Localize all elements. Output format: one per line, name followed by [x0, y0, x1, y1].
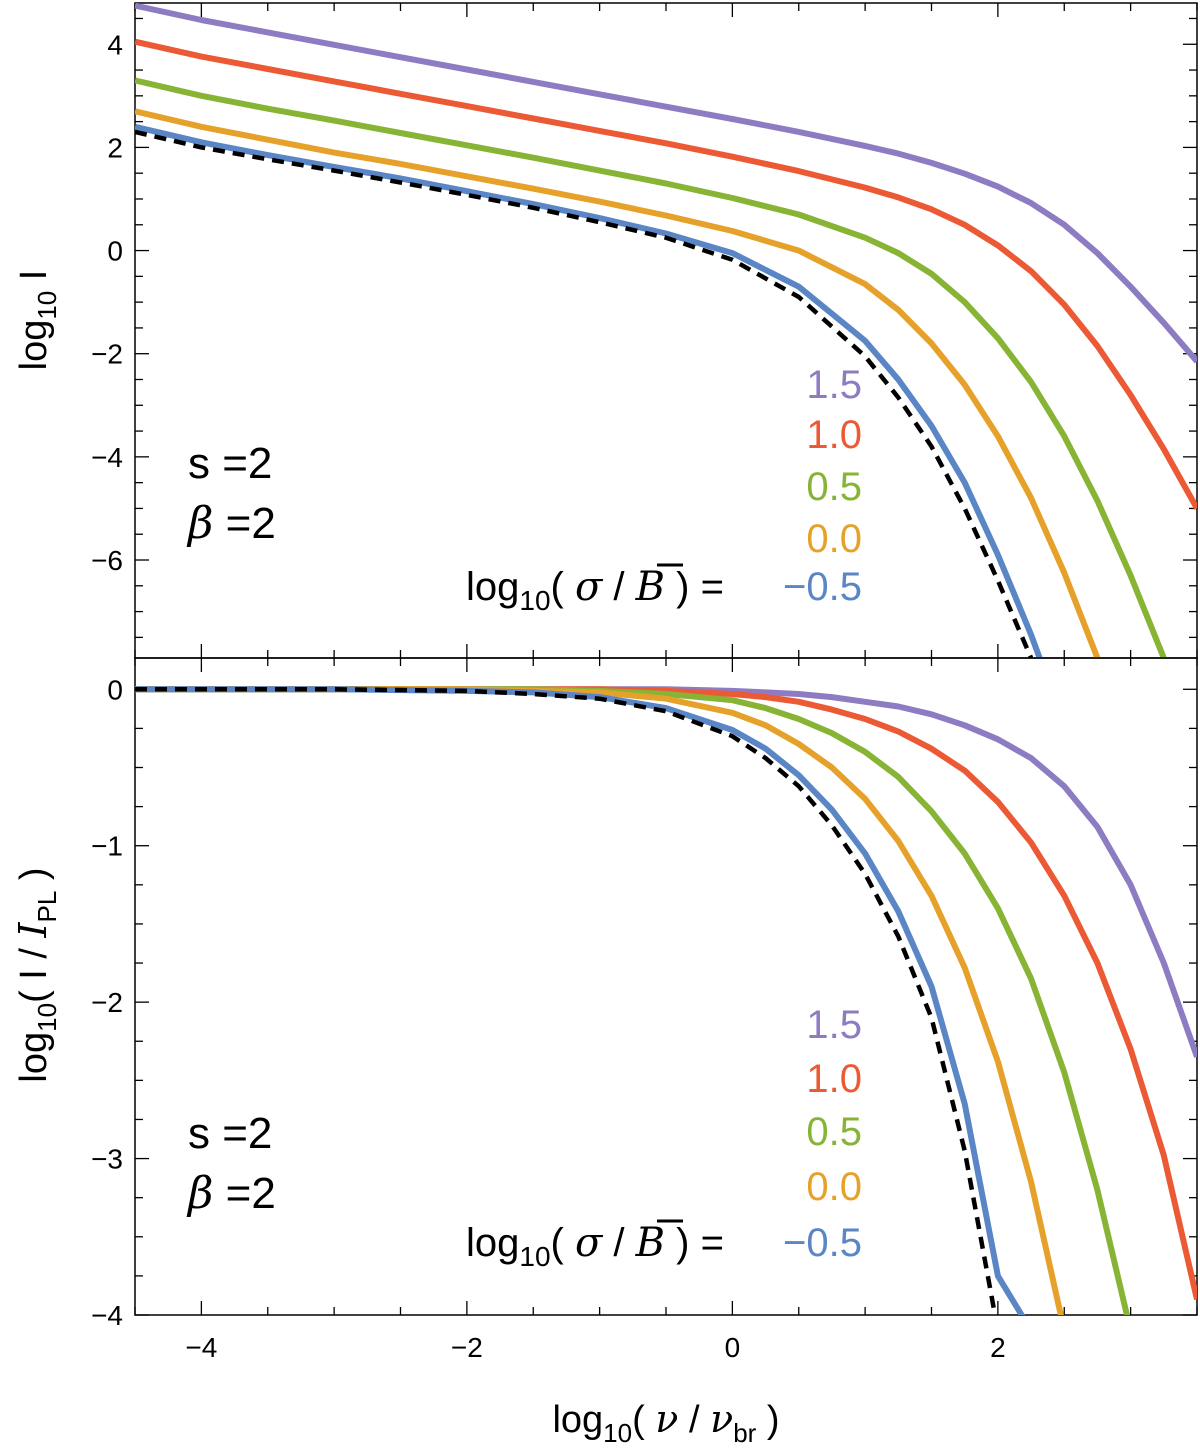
legend-bottom-value-1.0: 1.0	[806, 1057, 862, 1101]
panel-bottom: −4 −2 0 2 0 −1 −2 −3 −4 log10( I / IPL ) s =2 β …	[11, 657, 1198, 1448]
top-ticks: 4 2 0 −2 −4 −6	[91, 3, 1198, 658]
top-series-1.5	[135, 3, 1197, 364]
top-y-tick-label: 2	[107, 132, 123, 163]
legend-bottom: 1.5 1.0 0.5 0.0 log10( σ / B ) = −0.5	[466, 1003, 862, 1272]
x-axis-label: log10( ν / νbr )	[552, 1397, 779, 1448]
bottom-x-tick-label: −4	[185, 1332, 217, 1363]
legend-bottom-value-1.5: 1.5	[806, 1003, 862, 1047]
bottom-x-tick-label: 2	[990, 1332, 1006, 1363]
top-y-tick-label: 0	[107, 236, 123, 267]
legend-top-prefix: log10( σ / B ) =	[466, 564, 724, 616]
bottom-y-tick-label: −1	[91, 831, 123, 862]
top-series-0.5	[135, 77, 1167, 658]
bottom-y-axis-label: log10( I / IPL )	[11, 867, 62, 1082]
legend-top-value-0.5: 0.5	[806, 465, 862, 509]
bottom-ticks: −4 −2 0 2 0 −1 −2 −3 −4	[91, 658, 1198, 1363]
bottom-series-dashed-reference	[135, 687, 998, 1315]
top-y-tick-label: −4	[91, 442, 123, 473]
top-y-tick-label: −6	[91, 545, 123, 576]
top-beta-parameter: β =2	[186, 498, 276, 549]
legend-bottom-value-0.0: 0.0	[806, 1165, 862, 1209]
bottom-s-parameter: s =2	[188, 1109, 272, 1158]
top-y-axis-label: log10 I	[13, 270, 62, 371]
legend-bottom-value-0.5: 0.5	[806, 1110, 862, 1154]
bottom-y-tick-label: −4	[91, 1300, 123, 1331]
top-y-tick-label: −2	[91, 339, 123, 370]
top-series-0.0	[135, 108, 1101, 658]
top-series-neg0.5	[135, 123, 1043, 658]
legend-top-value-1.0: 1.0	[806, 413, 862, 457]
legend-top: 1.5 1.0 0.5 0.0 log10( σ / B ) = −0.5	[466, 363, 862, 616]
legend-top-value-neg0.5: −0.5	[783, 565, 862, 609]
bottom-y-tick-label: −3	[91, 1144, 123, 1175]
legend-bottom-prefix: log10( σ / B ) =	[466, 1220, 724, 1272]
bottom-x-tick-label: 0	[725, 1332, 741, 1363]
top-y-tick-label: 4	[107, 29, 123, 60]
top-series-dashed-reference	[135, 129, 1034, 658]
panel-top: 4 2 0 −2 −4 −6 log10 I s =2 β =2 1.5 1.0 0.5 …	[13, 2, 1198, 659]
legend-top-value-1.5: 1.5	[806, 363, 862, 407]
legend-top-value-0.0: 0.0	[806, 517, 862, 561]
bottom-beta-parameter: β =2	[186, 1168, 276, 1219]
top-series-1.0	[135, 38, 1197, 510]
bottom-lines	[135, 686, 1197, 1315]
plot-frame-top	[134, 2, 1198, 659]
bottom-x-tick-label: −2	[451, 1332, 483, 1363]
top-lines	[135, 3, 1197, 658]
bottom-y-tick-label: 0	[107, 674, 123, 705]
bottom-y-tick-label: −2	[91, 987, 123, 1018]
top-s-parameter: s =2	[188, 439, 272, 488]
legend-bottom-value-neg0.5: −0.5	[783, 1221, 862, 1265]
